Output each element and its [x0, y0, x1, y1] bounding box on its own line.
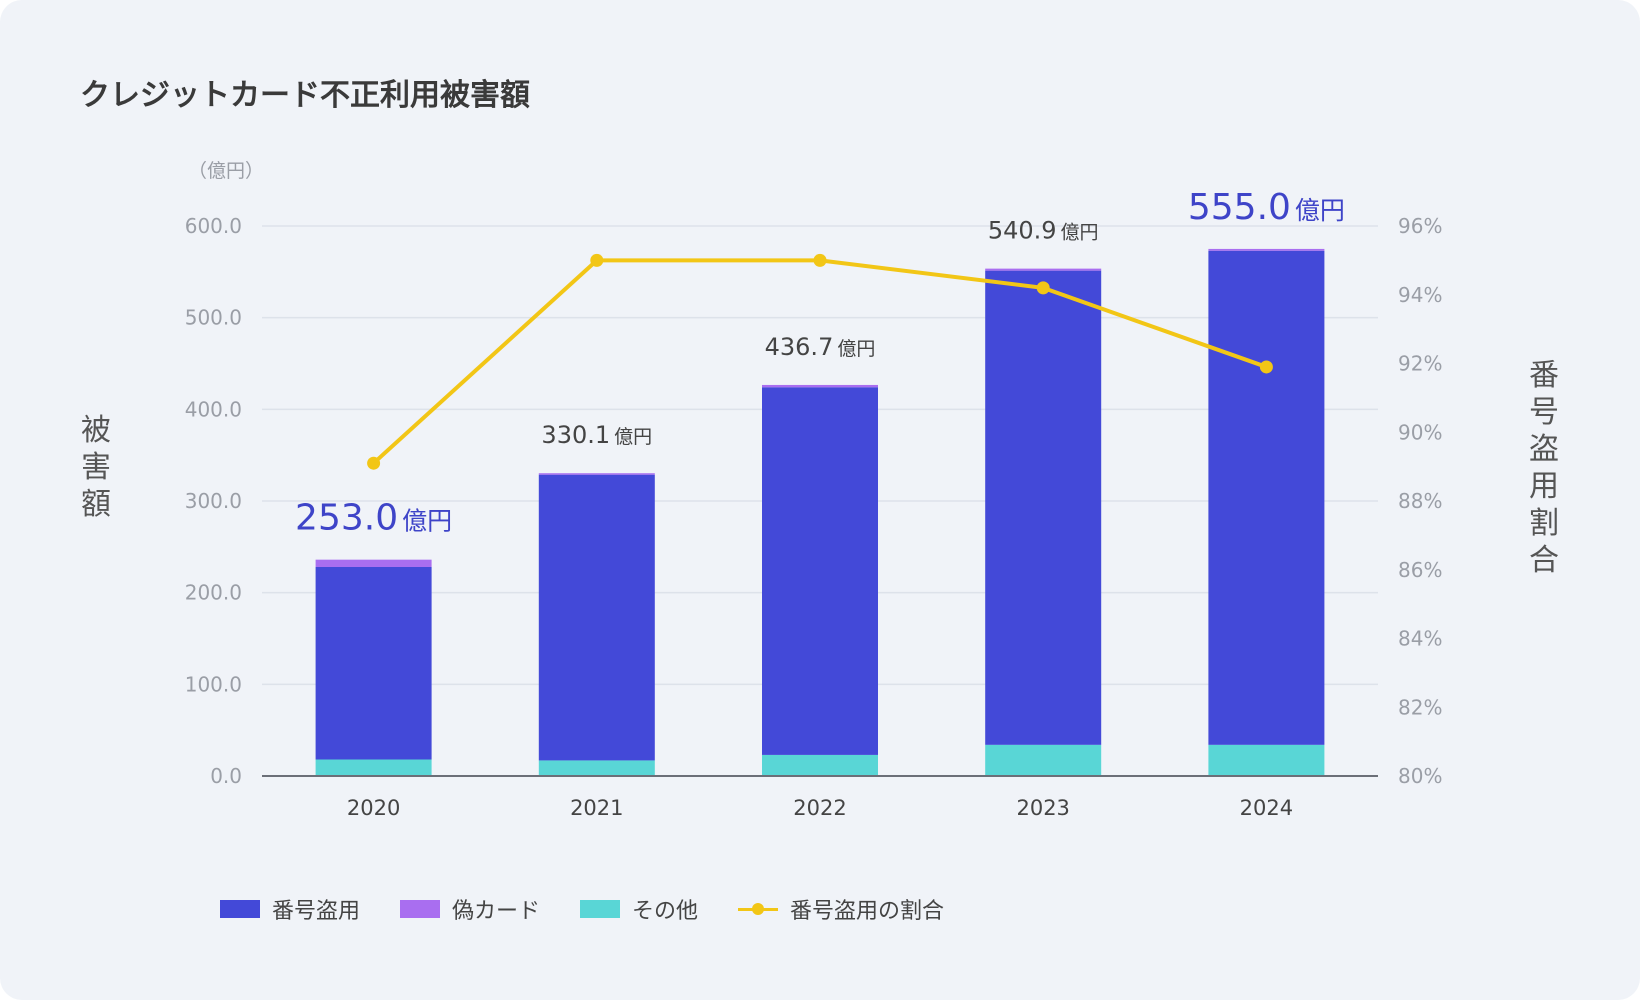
y-axis-title-char: 害	[81, 450, 111, 485]
legend-item-number-theft[interactable]: 番号盗用	[220, 893, 360, 925]
total-label-value: 555.0	[1188, 187, 1291, 228]
legend-item-theft-ratio[interactable]: 番号盗用の割合	[738, 893, 944, 925]
total-label-unit: 億円	[614, 426, 652, 448]
bar-segment	[1208, 250, 1325, 745]
bar-segment	[315, 559, 432, 567]
legend-label-theft-ratio: 番号盗用の割合	[790, 899, 945, 924]
y2-tick-label: 80%	[1398, 764, 1442, 788]
y-tick-label: 0.0	[210, 764, 242, 788]
bar-segment	[538, 760, 655, 776]
y-axis-title-char: 額	[81, 487, 111, 522]
total-label-unit: 億円	[1061, 222, 1099, 244]
total-label: 436.7 億円	[765, 333, 876, 361]
ratio-point	[813, 253, 827, 267]
y2-tick-label: 90%	[1398, 420, 1442, 444]
x-tick-label: 2023	[1016, 796, 1069, 820]
legend-label-other: その他	[632, 899, 699, 924]
legend-swatch-counterfeit-card	[400, 900, 441, 918]
bar-segment	[538, 473, 655, 475]
legend-swatch-theft-ratio	[738, 900, 779, 918]
bar-segment	[762, 387, 878, 755]
bar-segment	[985, 268, 1102, 271]
legend-item-counterfeit-card[interactable]: 偽カード	[400, 893, 540, 925]
bar-segment	[762, 754, 878, 776]
total-label-value: 540.9	[988, 217, 1057, 245]
x-tick-label: 2020	[347, 796, 400, 820]
y-tick-label: 400.0	[185, 397, 242, 421]
total-label-value: 330.1	[541, 421, 610, 449]
y2-tick-label: 96%	[1398, 214, 1442, 238]
x-tick-label: 2024	[1240, 796, 1293, 820]
y-tick-label: 300.0	[185, 489, 242, 513]
ratio-point	[367, 456, 381, 470]
total-label: 253.0 億円	[295, 498, 452, 539]
y-tick-label: 100.0	[185, 672, 242, 696]
x-tick-label: 2022	[793, 796, 846, 820]
legend-swatch-number-theft	[220, 900, 260, 918]
bar-segment	[762, 384, 878, 388]
y2-tick-label: 88%	[1398, 489, 1442, 513]
legend-item-other[interactable]: その他	[580, 893, 698, 925]
ratio-point	[1036, 281, 1050, 295]
total-label-unit: 億円	[837, 338, 875, 360]
bar-segment	[985, 270, 1102, 745]
y2-axis-title-char: 番	[1529, 358, 1559, 393]
bar-segment	[315, 567, 432, 760]
legend: 番号盗用 偽カード その他 番号盗用の割合	[220, 893, 984, 925]
y2-axis-title-char: 号	[1529, 395, 1559, 430]
y2-axis-title-char: 用	[1529, 469, 1559, 504]
y-axis-unit: （億円）	[188, 160, 264, 182]
bar-segment	[538, 474, 655, 761]
y2-tick-label: 94%	[1398, 283, 1442, 307]
bar-segment	[1208, 248, 1325, 251]
y-tick-label: 200.0	[185, 581, 242, 605]
ratio-point	[590, 253, 604, 267]
ratio-point	[1259, 360, 1273, 374]
y2-tick-label: 92%	[1398, 352, 1442, 376]
bar-segment	[985, 744, 1102, 776]
y2-tick-label: 86%	[1398, 558, 1442, 582]
y2-axis-title-char: 割	[1529, 506, 1559, 541]
total-label: 540.9 億円	[988, 217, 1099, 245]
y2-tick-label: 82%	[1398, 695, 1442, 719]
chart-title: クレジットカード不正利用被害額	[80, 78, 530, 113]
total-label-unit: 億円	[1295, 196, 1345, 225]
y2-axis-title-char: 盗	[1529, 432, 1559, 467]
legend-swatch-other	[580, 900, 621, 918]
x-tick-label: 2021	[570, 796, 623, 820]
bar-segment	[315, 759, 432, 776]
legend-label-number-theft: 番号盗用	[272, 899, 361, 924]
y-tick-label: 500.0	[185, 306, 242, 330]
y2-axis-title-char: 合	[1529, 543, 1559, 578]
total-label: 555.0 億円	[1188, 187, 1345, 228]
legend-label-counterfeit-card: 偽カード	[452, 899, 541, 924]
total-label-value: 253.0	[295, 498, 398, 539]
y-axis-title-char: 被	[81, 413, 111, 448]
total-label-value: 436.7	[765, 333, 834, 361]
total-label: 330.1 億円	[541, 421, 652, 449]
y2-tick-label: 84%	[1398, 627, 1442, 651]
total-label-unit: 億円	[402, 507, 452, 536]
bar-segment	[1208, 744, 1325, 776]
y-tick-label: 600.0	[185, 214, 242, 238]
